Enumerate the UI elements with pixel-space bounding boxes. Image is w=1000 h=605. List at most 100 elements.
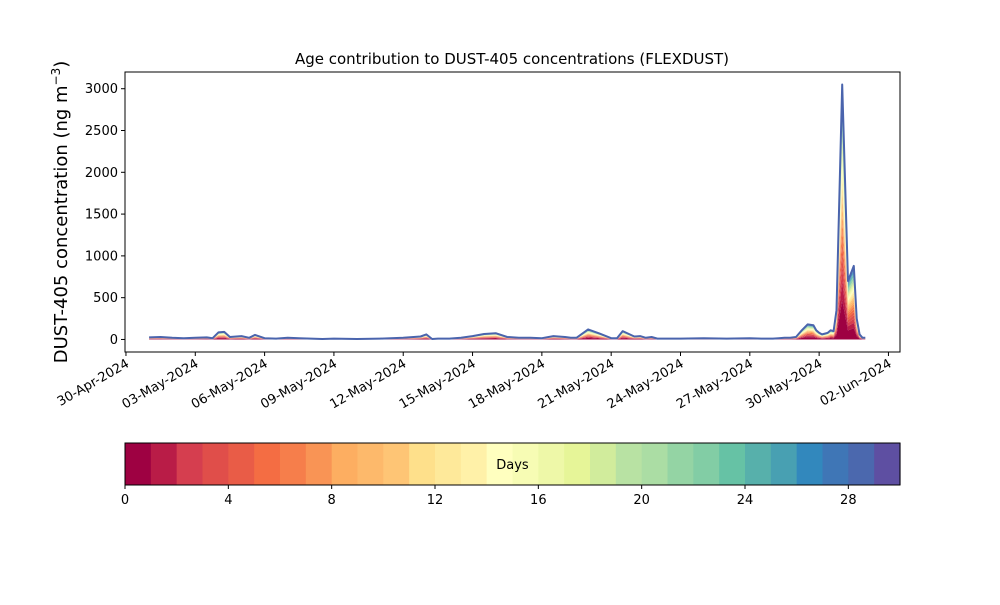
colorbar-segment-28: [848, 443, 875, 485]
colorbar-tick-label: 20: [633, 493, 650, 508]
colorbar-tick-label: 0: [121, 493, 129, 508]
colorbar-segment-17: [564, 443, 591, 485]
age-band-area-8: [149, 208, 866, 340]
age-band-area-10: [149, 192, 866, 340]
colorbar: 0 4 8 12 16 20 24 28 Days: [121, 442, 901, 508]
total-series-line: [149, 83, 866, 340]
colorbar-tick-label: 16: [530, 493, 547, 508]
age-band-area-17: [149, 147, 866, 340]
colorbar-tick-label: 4: [224, 493, 232, 508]
colorbar-segment-20: [641, 443, 669, 485]
colorbar-segment-1: [150, 443, 178, 485]
chart-title: Age contribution to DUST-405 concentrati…: [295, 50, 729, 68]
y-tick-label: 0: [110, 333, 118, 348]
colorbar-segment-4: [228, 443, 255, 485]
colorbar-segment-5: [254, 443, 281, 485]
colorbar-segment-13: [460, 443, 488, 485]
colorbar-segment-7: [305, 443, 333, 485]
colorbar-segment-12: [435, 443, 462, 485]
age-band-area-20: [149, 129, 866, 340]
colorbar-segment-25: [770, 443, 798, 485]
y-tick-label: 1000: [85, 249, 118, 264]
x-tick-label: 02-Jun-2024: [818, 356, 895, 409]
colorbar-segment-27: [822, 443, 849, 485]
y-tick-label: 2500: [85, 124, 118, 139]
colorbar-segment-26: [796, 443, 824, 485]
plot-frame: [124, 71, 901, 353]
age-band-area-27: [149, 94, 866, 340]
colorbar-segment-22: [693, 443, 720, 485]
colorbar-tick-label: 8: [328, 493, 336, 508]
colorbar-segment-23: [719, 443, 746, 485]
age-band-area-1: [149, 282, 866, 340]
colorbar-segment-10: [383, 443, 410, 485]
y-axis-label: DUST-405 concentration (ng m−3): [49, 61, 72, 364]
age-band-area-25: [149, 103, 866, 340]
x-tick-label: 12-May-2024: [328, 356, 410, 412]
age-band-area-21: [149, 124, 866, 340]
x-tick-label: 18-May-2024: [466, 356, 548, 412]
colorbar-segment-24: [745, 443, 772, 485]
age-band-area-2: [149, 267, 866, 340]
age-band-area-11: [149, 185, 866, 340]
y-tick-label: 1500: [85, 208, 118, 223]
colorbar-segment-0: [125, 443, 152, 485]
age-band-area-4: [149, 244, 866, 340]
age-band-area-9: [149, 200, 866, 340]
y-axis-label-close: ): [51, 61, 72, 68]
y-tick-label: 2000: [85, 166, 118, 181]
colorbar-segment-2: [176, 443, 204, 485]
x-tick-label: 03-May-2024: [120, 356, 202, 412]
age-band-area-3: [149, 255, 866, 340]
age-band-area-22: [149, 119, 866, 340]
colorbar-tick-label: 12: [427, 493, 444, 508]
colorbar-segment-14: [486, 443, 514, 485]
colorbar-segment-21: [667, 443, 694, 485]
colorbar-segment-8: [331, 443, 359, 485]
age-band-area-26: [149, 98, 866, 340]
age-band-area-19: [149, 135, 866, 340]
age-band-area-23: [149, 114, 866, 340]
x-tick-label: 06-May-2024: [189, 356, 271, 412]
x-tick-label: 21-May-2024: [535, 356, 617, 412]
age-band-area-14: [149, 165, 866, 340]
colorbar-segment-11: [409, 443, 436, 485]
colorbar-frame: [124, 442, 901, 486]
x-tick-label: 15-May-2024: [397, 356, 479, 412]
y-axis-label-superscript: −3: [49, 68, 63, 86]
svg-text:DUST-405 concentration (ng m−3: DUST-405 concentration (ng m−3): [49, 61, 72, 364]
colorbar-segment-6: [280, 443, 307, 485]
x-tick-label: 09-May-2024: [258, 356, 340, 412]
colorbar-segment-16: [538, 443, 565, 485]
axes: 05001000150020002500300030-Apr-202403-Ma…: [55, 71, 901, 412]
y-tick-label: 3000: [85, 82, 118, 97]
age-band-area-18: [149, 141, 866, 340]
x-tick-label: 24-May-2024: [605, 356, 687, 412]
colorbar-label: Days: [496, 458, 529, 473]
age-band-area-5: [149, 234, 866, 340]
age-band-area-15: [149, 159, 866, 340]
y-tick-label: 500: [93, 291, 118, 306]
colorbar-segment-9: [357, 443, 384, 485]
colorbar-segment-15: [512, 443, 539, 485]
colorbar-tick-label: 28: [840, 493, 857, 508]
x-tick-label: 27-May-2024: [674, 356, 756, 412]
x-tick-label: 30-May-2024: [743, 356, 825, 412]
colorbar-segment-19: [615, 443, 643, 485]
age-band-area-24: [149, 108, 866, 340]
age-band-area-13: [149, 171, 866, 340]
colorbar-segment-3: [202, 443, 229, 485]
age-band-area-16: [149, 152, 866, 340]
age-band-area-29: [149, 84, 866, 340]
colorbar-tick-label: 24: [737, 493, 754, 508]
age-band-area-28: [149, 89, 866, 340]
colorbar-segment-18: [590, 443, 617, 485]
colorbar-segment-29: [874, 443, 901, 485]
y-axis-label-main: DUST-405 concentration (ng m: [51, 85, 72, 363]
age-band-area-7: [149, 216, 866, 340]
plot-area: [149, 83, 866, 340]
age-band-area-12: [149, 178, 866, 340]
age-band-area-6: [149, 225, 866, 340]
age-band-area-0: [149, 300, 866, 340]
